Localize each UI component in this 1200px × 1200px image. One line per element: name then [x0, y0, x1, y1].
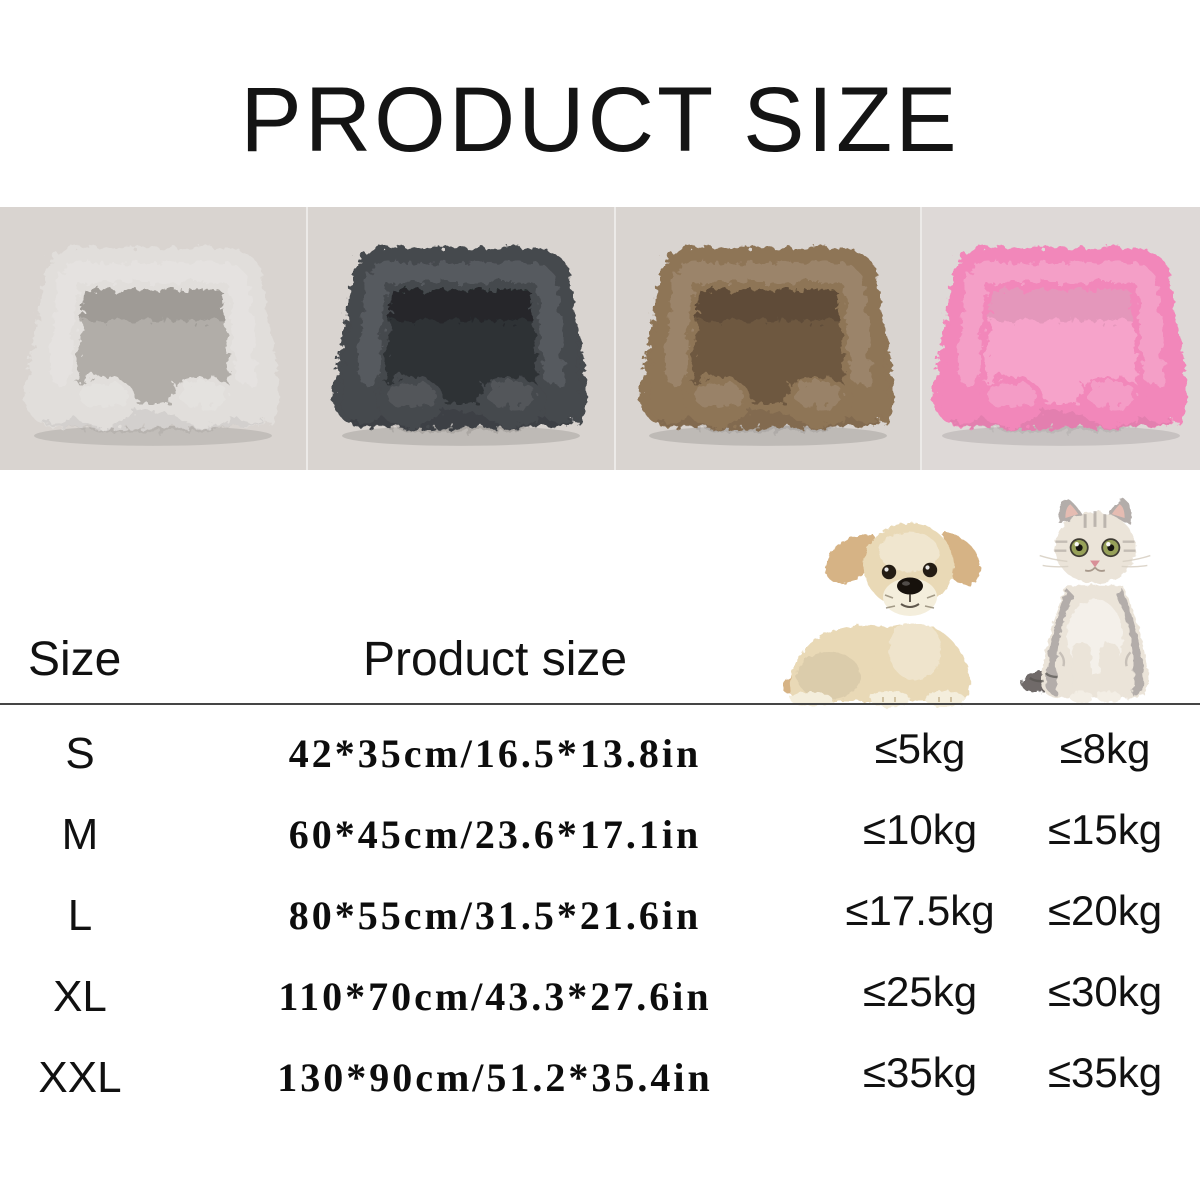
product-size-cell: 130*90cm/51.2*35.4in [277, 1055, 713, 1100]
gallery-panel-grey [0, 207, 308, 470]
cat-face [1029, 504, 1151, 683]
size-cell: S [65, 728, 95, 778]
table-row: M 60*45cm/23.6*17.1in ≤10kg ≤15kg [0, 794, 1200, 875]
size-cell: M [61, 809, 99, 859]
dog-weight-cell: ≤10kg [862, 805, 978, 853]
dark-grey-bed-illustration [333, 247, 589, 446]
table-row: XXL 130*90cm/51.2*35.4in ≤35kg ≤35kg [0, 1037, 1200, 1118]
grey-bed-illustration [25, 247, 281, 446]
table-body: S 42*35cm/16.5*13.8in ≤5kg ≤8kg M 60*45c… [0, 705, 1200, 1118]
dog-face [881, 562, 952, 702]
cat-illustration [1021, 498, 1151, 703]
cat-weight-cell: ≤35kg [1047, 1048, 1163, 1096]
table-row: S 42*35cm/16.5*13.8in ≤5kg ≤8kg [0, 713, 1200, 794]
size-cell: L [67, 890, 93, 940]
header-size-label: Size [28, 633, 122, 686]
bed-color-gallery [0, 207, 1200, 470]
cat-weight-cell: ≤30kg [1047, 967, 1163, 1015]
cat-weight-cell: ≤20kg [1047, 886, 1163, 934]
cat-body [1021, 498, 1149, 703]
gallery-panel-dark-grey [308, 207, 616, 470]
dog-illustration [782, 523, 981, 707]
table-row: L 80*55cm/31.5*21.6in ≤17.5kg ≤20kg [0, 875, 1200, 956]
product-size-cell: 42*35cm/16.5*13.8in [288, 731, 702, 776]
gallery-panel-brown [616, 207, 922, 470]
product-size-cell: 60*45cm/23.6*17.1in [288, 812, 702, 857]
page-title: PRODUCT SIZE [240, 68, 960, 171]
pink-bed-illustration [933, 247, 1189, 446]
size-table: Size Product size S 42*35cm/16.5*13.8in … [0, 616, 1200, 1118]
product-size-cell: 110*70cm/43.3*27.6in [278, 974, 712, 1019]
brown-bed-illustration [640, 247, 896, 446]
table-header-row: Size Product size [0, 616, 1200, 705]
product-size-cell: 80*55cm/31.5*21.6in [288, 893, 702, 938]
dog-weight-cell: ≤17.5kg [845, 886, 995, 934]
dog-illustration-wrap [773, 500, 1008, 710]
cat-illustration-wrap [1016, 494, 1174, 707]
table-row: XL 110*70cm/43.3*27.6in ≤25kg ≤30kg [0, 956, 1200, 1037]
dog-body [782, 523, 981, 707]
size-cell: XL [53, 971, 107, 1021]
dog-weight-cell: ≤5kg [874, 724, 966, 772]
header-product-size-label: Product size [362, 633, 628, 686]
cat-weight-cell: ≤15kg [1047, 805, 1163, 853]
gallery-panel-pink [922, 207, 1200, 470]
size-cell: XXL [38, 1052, 122, 1102]
cat-weight-cell: ≤8kg [1059, 724, 1151, 772]
dog-weight-cell: ≤25kg [862, 967, 978, 1015]
dog-weight-cell: ≤35kg [862, 1048, 978, 1096]
